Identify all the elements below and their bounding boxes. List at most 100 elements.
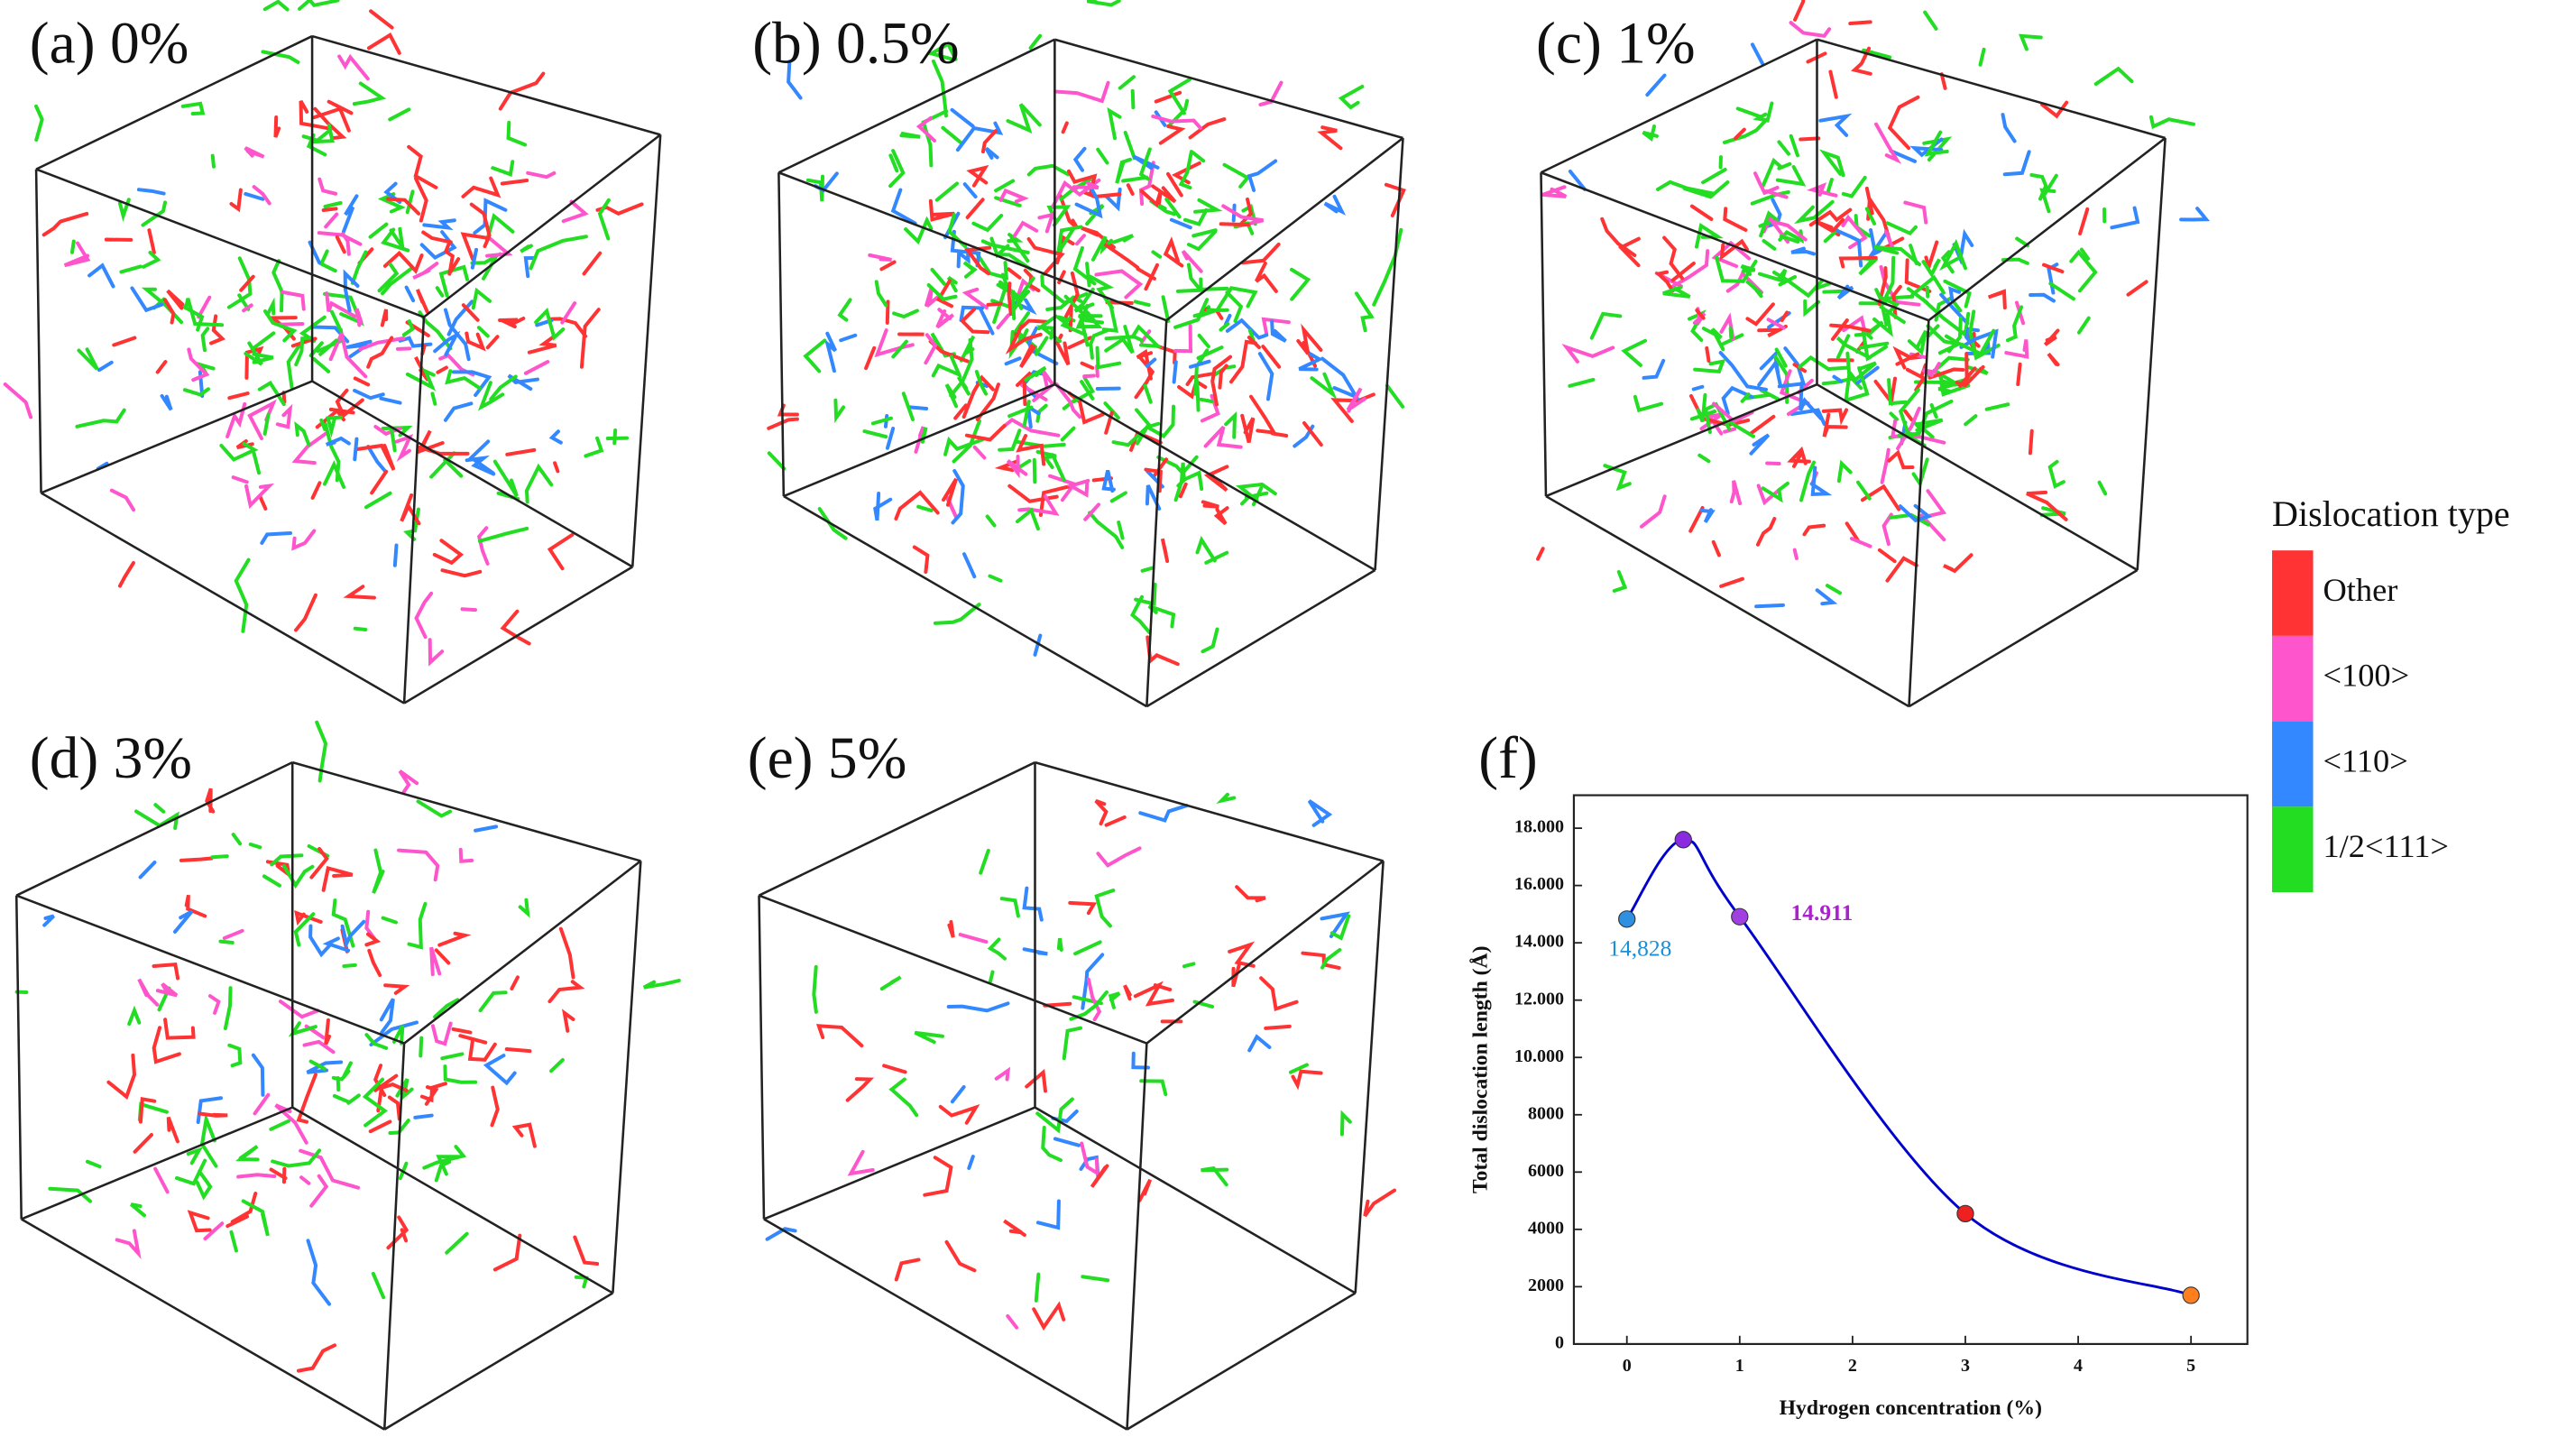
dislocation-segment: [1926, 489, 1947, 519]
dislocation-segment: [504, 1046, 532, 1054]
cube-edge: [1126, 1292, 1357, 1431]
dislocation-segment: [870, 416, 893, 426]
dislocation-segment: [1016, 507, 1040, 531]
cube-edge: [1540, 38, 1818, 174]
dislocation-segment: [415, 429, 445, 456]
dislocation-segment: [1145, 404, 1176, 438]
dislocation-segment: [1115, 157, 1132, 184]
dislocation-segment: [642, 979, 681, 990]
dislocation-segment: [988, 574, 1003, 583]
dislocation-segment: [1034, 1272, 1041, 1303]
dislocation-segment: [998, 417, 1061, 438]
dislocation-segment: [1104, 243, 1140, 270]
dislocation-segment: [1009, 235, 1030, 263]
dislocation-segment: [573, 1235, 600, 1267]
dislocation-segment: [979, 848, 990, 875]
dislocation-segment: [370, 469, 389, 495]
dislocation-segment: [1735, 106, 1762, 119]
dislocation-segment: [1241, 242, 1281, 265]
dislocation-segment: [961, 552, 977, 579]
dislocation-segment: [1887, 449, 1915, 470]
dislocation-segment: [1035, 403, 1048, 423]
dislocation-segment: [440, 568, 483, 578]
dislocation-segment: [1017, 276, 1035, 301]
dislocation-segment: [1161, 295, 1171, 323]
dislocation-segment: [252, 331, 276, 350]
dislocation-segment: [506, 120, 528, 147]
dislocation-segment: [489, 374, 518, 401]
dislocation-segment: [306, 1060, 344, 1074]
dislocation-segment: [1224, 410, 1237, 439]
dislocation-segment: [2110, 206, 2140, 230]
dislocation-segment: [451, 1027, 473, 1035]
dislocation-segment: [1203, 425, 1243, 449]
dislocation-segment: [371, 1271, 386, 1300]
dislocation-segment: [354, 308, 363, 327]
dislocation-segment: [458, 847, 474, 863]
dislocation-segment: [1755, 517, 1777, 547]
dislocation-segment: [1255, 261, 1278, 293]
cube-edge: [763, 1106, 1035, 1221]
dislocation-segment: [956, 375, 971, 396]
dislocation-segment: [1108, 991, 1121, 1009]
dislocation-segment: [1734, 127, 1746, 141]
dislocation-segment: [1757, 324, 1788, 338]
legend-label: <100>: [2323, 658, 2409, 694]
dislocation-segment: [443, 239, 455, 276]
dislocation-segment: [299, 1148, 361, 1190]
dislocation-segment: [1799, 136, 1821, 142]
dislocation-segment: [1655, 180, 1716, 196]
dislocation-segment: [1088, 511, 1125, 549]
dislocation-segment: [864, 345, 877, 371]
dislocation-segment: [1228, 339, 1257, 384]
dislocation-segment: [1696, 392, 1707, 423]
cube-edge: [1816, 383, 2139, 572]
dislocation-segment: [1138, 147, 1152, 181]
legend-swatch: [2272, 806, 2314, 893]
dislocation-segment: [388, 107, 411, 122]
dislocation-segment: [1939, 72, 1947, 90]
dislocation-segment: [767, 417, 799, 430]
dislocation-segment: [1053, 80, 1110, 104]
dislocation-segment: [597, 198, 611, 241]
legend-swatch: [2272, 721, 2314, 807]
dislocation-segment: [328, 327, 368, 379]
dislocation-segment: [262, 874, 282, 888]
dislocation-segment: [438, 264, 470, 298]
dislocation-segment: [803, 338, 827, 373]
dislocation-segment: [345, 339, 373, 359]
dislocation-segment: [1873, 376, 1898, 407]
dislocation-segment: [1270, 431, 1289, 438]
cube-edge: [777, 171, 1167, 322]
dislocation-segment: [2019, 33, 2043, 51]
dislocation-segment: [1815, 588, 1838, 606]
dislocation-segment: [1151, 114, 1202, 130]
dislocation-segment: [1883, 294, 1915, 300]
dislocation-segment: [400, 493, 421, 526]
dislocation-segment: [1178, 150, 1193, 190]
dislocation-segment: [1218, 364, 1228, 390]
dislocation-segment: [1138, 804, 1189, 823]
dislocation-segment: [117, 561, 135, 588]
dislocation-segment: [1765, 461, 1781, 466]
cube-edge: [777, 172, 786, 497]
dislocation-segment: [874, 280, 888, 308]
dislocation-segment: [1835, 228, 1863, 268]
dislocation-segment: [1197, 333, 1210, 349]
dislocation-segment: [1924, 130, 1949, 157]
dislocation-segment: [1836, 459, 1853, 484]
dislocation-segment: [436, 1155, 461, 1176]
dislocation-segment: [1728, 327, 1734, 339]
dislocation-segment: [322, 936, 351, 953]
dislocation-segment: [115, 1229, 142, 1259]
dislocation-segment: [331, 1069, 351, 1082]
dislocation-segment: [262, 413, 271, 436]
panel-label: (d) 3%: [30, 726, 192, 791]
dislocation-segment: [1022, 400, 1031, 428]
dislocation-segment: [210, 153, 216, 169]
dislocation-segment: [401, 319, 415, 337]
dislocation-segment: [505, 447, 537, 456]
dislocation-segment: [1054, 382, 1082, 419]
dislocation-segment: [1133, 299, 1151, 308]
dislocation-segment: [1891, 284, 1902, 319]
